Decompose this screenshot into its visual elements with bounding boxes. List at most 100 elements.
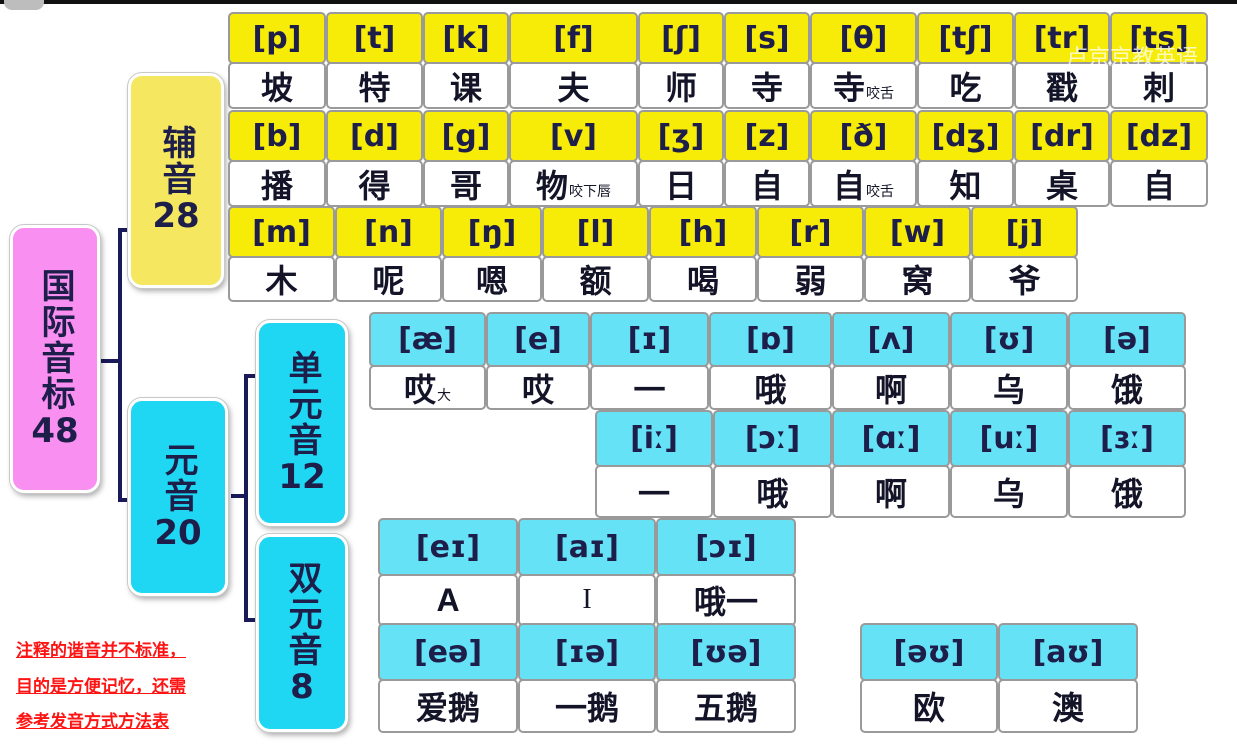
diphthongs-title: 双元音 [282,559,323,668]
mono-long-han-4: 饿 [1068,465,1186,518]
diph-r2-han-1-text: 一鹅 [554,689,619,727]
mono-short-han-3: 哦 [709,365,832,410]
diph-r2-han-2-text: 五鹅 [693,689,758,727]
mono-long-han-2-text: 啊 [874,474,907,513]
diphthongs-box: 双元音 8 [256,534,348,732]
consonant-r3-ipa-6-text: [w] [889,214,946,250]
consonant-r1-han-7-text: 吃 [949,68,982,107]
consonant-r3-han-1: 呢 [335,256,442,302]
mono-short-han-6-text: 饿 [1110,370,1143,409]
mono-long-ipa-1-text: [ɔː] [744,421,801,456]
mono-short-ipa-4-text: [ʌ] [867,322,915,357]
consonant-r1-han-8: 戳 [1014,62,1110,109]
vowels-count: 20 [154,512,202,553]
consonant-r2-han-9: 自 [1110,160,1208,207]
mono-short-han-4: 啊 [832,365,950,410]
consonant-r2-ipa-0: [b] [228,110,326,162]
consonant-r2-ipa-9-text: [dz] [1125,118,1193,154]
consonant-r3-ipa-2: [ŋ] [442,206,542,258]
consonant-r2-han-2-text: 哥 [449,166,482,205]
diph-r1-han-0-text: A [436,581,460,618]
consonant-r1-ipa-2-text: [k] [442,20,490,56]
consonant-r3-han-5-text: 弱 [794,262,827,300]
mono-short-han-3-text: 哦 [754,370,787,409]
diph-r1-ipa-1-text: [aɪ] [554,529,620,565]
top-bar-tab [4,0,44,10]
consonant-r3-han-3: 额 [542,256,649,302]
consonant-r3-han-6-text: 窝 [901,262,934,300]
mono-long-han-0-text: 一 [637,474,670,513]
mono-short-han-0-text: 哎 [403,370,436,409]
consonant-r3-ipa-5: [r] [757,206,864,258]
consonant-r3-han-7: 爷 [971,256,1078,302]
diph-r2-han-1: 一鹅 [518,679,656,733]
consonant-r2-han-6: 自咬舌 [810,160,917,207]
consonant-r1-han-7: 吃 [917,62,1014,109]
diph-r1-ipa-1: [aɪ] [518,518,656,576]
mono-short-ipa-1-text: [e] [514,322,562,357]
consonant-r2-ipa-3: [v] [509,110,638,162]
footnote-line-1: 注释的谐音并不标准， [16,641,186,661]
consonant-r2-han-5-text: 自 [750,166,783,205]
consonant-r1-ipa-1: [t] [326,12,423,64]
mono-long-ipa-2-text: [ɑː] [861,421,921,456]
diph-r1-han-1-text: I [582,584,592,615]
mono-short-han-6: 饿 [1068,365,1186,410]
consonant-r2-han-8: 桌 [1014,160,1110,207]
consonant-r1-han-0-text: 坡 [260,68,293,107]
consonant-r1-han-4: 师 [638,62,724,109]
monophthongs-title: 单元音 [282,349,323,458]
mono-short-han-1: 哎 [486,365,590,410]
diph-r2b-ipa-0: [əʊ] [860,623,998,681]
consonant-r1-han-4-text: 师 [664,68,697,107]
diph-r2-ipa-1-text: [ɪə] [554,634,620,670]
consonant-r2-han-2: 哥 [423,160,509,207]
consonant-r2-han-9-text: 自 [1142,166,1175,205]
mono-long-han-3: 乌 [950,465,1068,518]
consonant-r1-han-5-text: 寺 [750,68,783,107]
monophthongs-count: 12 [278,456,326,497]
consonant-r3-han-6: 窝 [864,256,971,302]
mono-long-ipa-4: [ɜː] [1068,410,1186,467]
consonant-r1-ipa-7: [tʃ] [917,12,1014,64]
consonant-r1-ipa-6-text: [θ] [839,20,888,56]
consonant-r2-han-6-note: 咬舌 [866,183,894,200]
diph-r2-ipa-2: [ʊə] [656,623,796,681]
mono-long-ipa-1: [ɔː] [713,410,832,467]
consonant-r3-ipa-0: [m] [228,206,335,258]
mono-long-han-4-text: 饿 [1110,474,1143,513]
consonant-r1-han-9-text: 刺 [1142,68,1175,107]
consonant-r1-ipa-8-text: [tr] [1033,20,1091,56]
mono-short-ipa-4: [ʌ] [832,312,950,367]
consonant-r3-ipa-2-text: [ŋ] [467,214,517,250]
consonant-r2-ipa-8: [dr] [1014,110,1110,162]
consonant-r2-han-1-text: 得 [358,166,391,205]
mono-short-ipa-3-text: [ɒ] [746,322,795,357]
mono-long-ipa-3: [uː] [950,410,1068,467]
consonant-r3-han-1-text: 呢 [372,262,405,300]
diph-r1-han-2: 哦一 [656,574,796,626]
consonants-count: 28 [152,196,200,237]
mono-long-han-1: 哦 [713,465,832,518]
mono-long-ipa-4-text: [ɜː] [1100,421,1154,456]
consonant-r2-han-5: 自 [724,160,810,207]
mono-long-han-3-text: 乌 [992,474,1025,513]
mono-short-han-5: 乌 [950,365,1068,410]
consonant-r2-ipa-4-text: [ʒ] [657,118,705,154]
consonant-r1-han-6-note: 咬舌 [866,85,894,102]
consonant-r2-han-3-note: 咬下唇 [569,183,611,200]
consonant-r2-ipa-2-text: [g] [441,118,491,154]
consonants-box: 辅音 28 [128,73,224,288]
mono-short-han-1-text: 哎 [521,370,554,409]
consonant-r1-ipa-9-text: [ts] [1129,20,1189,56]
mono-short-ipa-2-text: [ɪ] [627,322,672,357]
consonant-r1-han-8-text: 戳 [1045,68,1078,107]
consonant-r2-han-0: 播 [228,160,326,207]
consonant-r2-ipa-6: [ð] [810,110,917,162]
consonant-r3-han-2-text: 嗯 [475,262,508,300]
consonant-r2-han-3: 物咬下唇 [509,160,638,207]
consonant-r2-ipa-6-text: [ð] [839,118,888,154]
diph-r1-han-1: I [518,574,656,626]
footnote-line-3: 参考发音方式方法表 [16,712,169,732]
consonant-r3-han-7-text: 爷 [1008,262,1041,300]
